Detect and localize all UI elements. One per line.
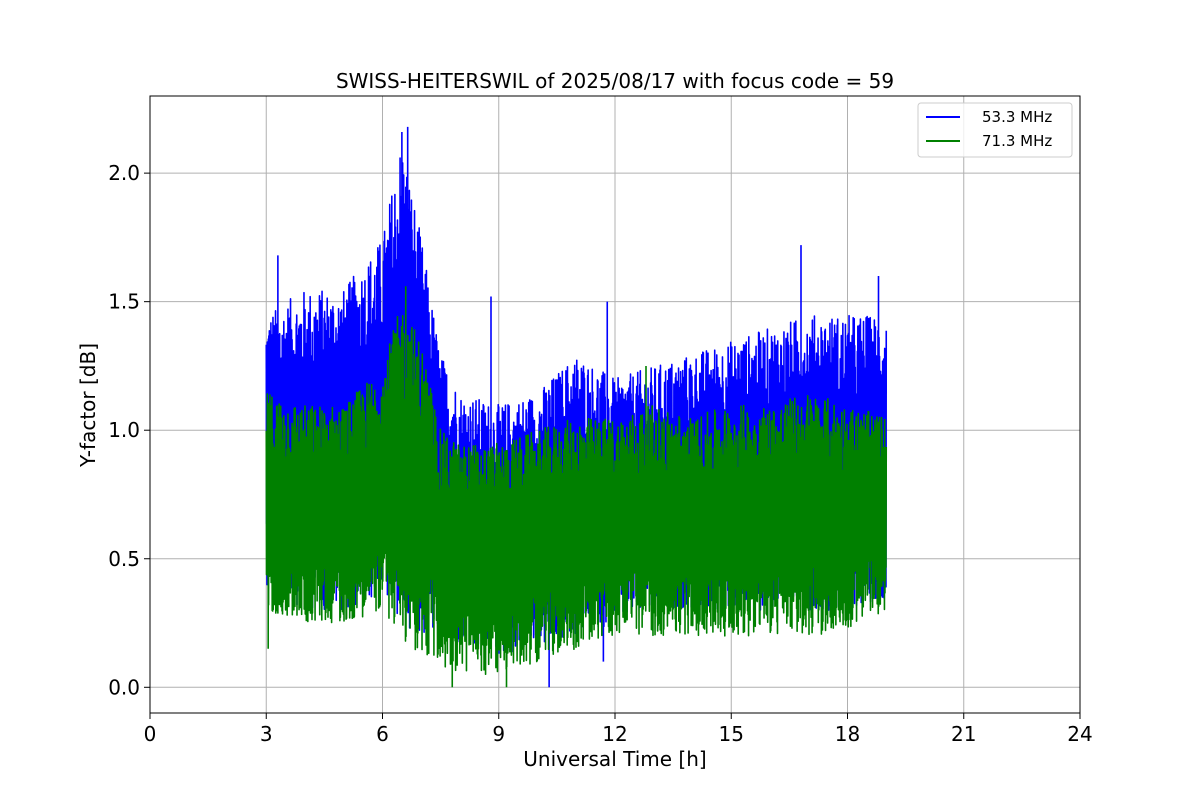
x-axis-label: Universal Time [h] xyxy=(523,747,706,771)
x-tick-label: 21 xyxy=(951,722,976,746)
y-tick-label: 2.0 xyxy=(108,161,140,185)
x-tick-label: 18 xyxy=(835,722,860,746)
y-axis-label: Y-factor [dB] xyxy=(76,343,100,468)
y-tick-label: 0.0 xyxy=(108,675,140,699)
legend-label-71-mhz: 71.3 MHz xyxy=(982,132,1052,150)
legend-label-53-mhz: 53.3 MHz xyxy=(982,108,1052,126)
legend: 53.3 MHz 71.3 MHz xyxy=(917,102,1073,158)
tick-layer: 0 3 6 9 12 15 18 21 24 0.0 0.5 1.0 1.5 2.0 xyxy=(108,161,1093,746)
y-tick-label: 1.5 xyxy=(108,290,140,314)
chart-title: SWISS-HEITERSWIL of 2025/08/17 with focu… xyxy=(336,69,894,93)
x-tick-label: 9 xyxy=(492,722,505,746)
series-line-71-3-mhz xyxy=(265,286,888,688)
x-tick-label: 0 xyxy=(144,722,157,746)
y-tick-label: 1.0 xyxy=(108,418,140,442)
y-tick-label: 0.5 xyxy=(108,547,140,571)
x-tick-label: 3 xyxy=(260,722,273,746)
x-tick-label: 6 xyxy=(376,722,389,746)
x-tick-label: 12 xyxy=(602,722,627,746)
x-tick-label: 15 xyxy=(719,722,744,746)
data-layer xyxy=(265,126,888,688)
x-tick-label: 24 xyxy=(1067,722,1092,746)
